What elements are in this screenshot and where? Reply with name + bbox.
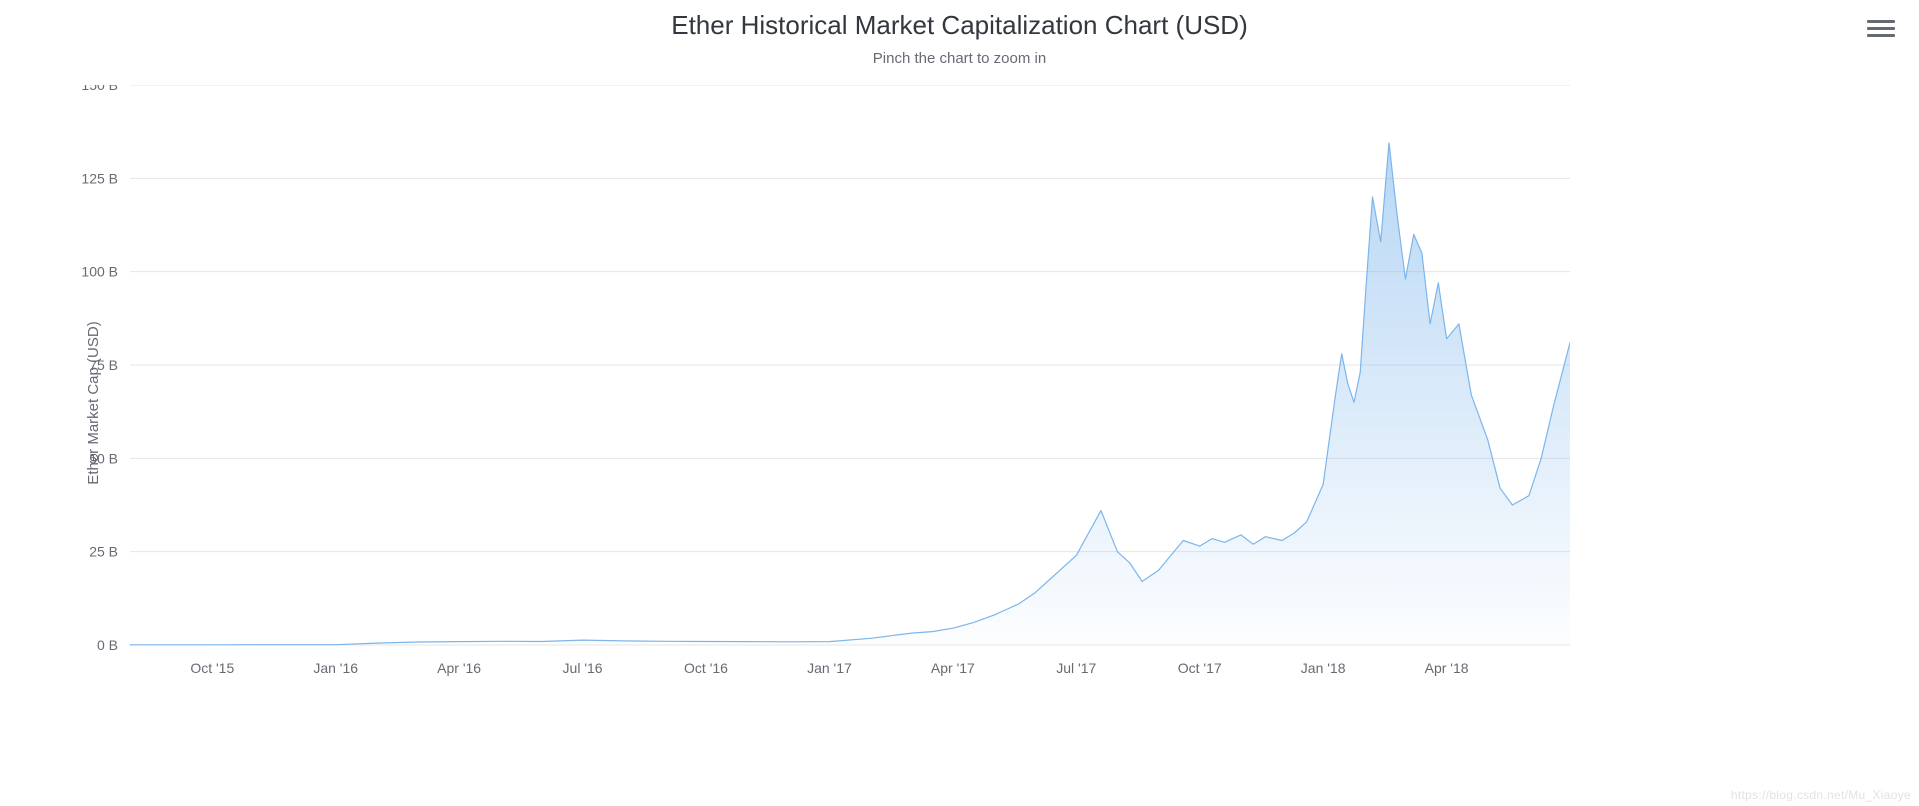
svg-text:75 B: 75 B [89, 357, 118, 373]
chart-plot-area[interactable]: 0 B 25 B 50 B 75 B 100 B 125 B 150 B Oct '15 Jan… [70, 85, 1570, 705]
svg-text:Jul '17: Jul '17 [1056, 660, 1096, 676]
svg-text:Oct '15: Oct '15 [190, 660, 234, 676]
svg-text:Apr '18: Apr '18 [1425, 660, 1469, 676]
chart-svg: 0 B 25 B 50 B 75 B 100 B 125 B 150 B Oct '15 Jan… [70, 85, 1570, 705]
svg-text:Jul '16: Jul '16 [563, 660, 603, 676]
svg-text:0 B: 0 B [97, 637, 118, 653]
svg-text:Jan '18: Jan '18 [1301, 660, 1346, 676]
svg-text:125 B: 125 B [81, 170, 118, 186]
chart-title: Ether Historical Market Capitalization C… [0, 10, 1919, 41]
svg-text:Apr '17: Apr '17 [931, 660, 975, 676]
svg-text:150 B: 150 B [81, 85, 118, 93]
svg-text:50 B: 50 B [89, 450, 118, 466]
svg-text:Jan '17: Jan '17 [807, 660, 852, 676]
chart-subtitle: Pinch the chart to zoom in [0, 50, 1919, 67]
chart-container: Ether Historical Market Capitalization C… [0, 0, 1919, 806]
hamburger-icon[interactable] [1867, 16, 1895, 40]
watermark-text: https://blog.csdn.net/Mu_Xiaoye [1731, 788, 1911, 802]
svg-text:25 B: 25 B [89, 544, 118, 560]
svg-text:Oct '16: Oct '16 [684, 660, 728, 676]
svg-text:Jan '16: Jan '16 [313, 660, 358, 676]
svg-text:100 B: 100 B [81, 264, 118, 280]
svg-text:Apr '16: Apr '16 [437, 660, 481, 676]
svg-text:Oct '17: Oct '17 [1178, 660, 1222, 676]
